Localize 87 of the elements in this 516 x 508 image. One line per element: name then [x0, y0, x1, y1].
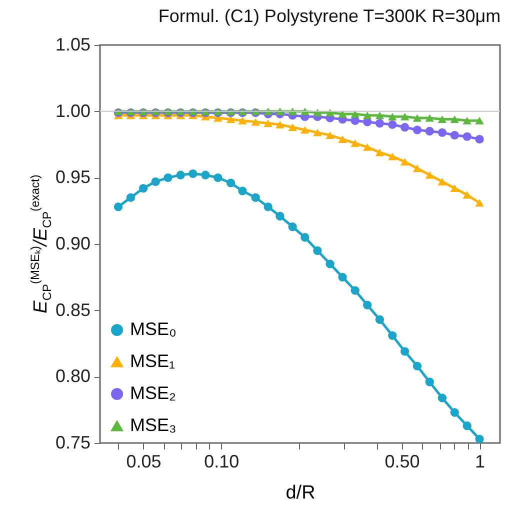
- point: [138, 184, 148, 193]
- point: [450, 184, 459, 192]
- point: [338, 135, 347, 143]
- point: [475, 199, 484, 207]
- point: [176, 170, 185, 180]
- point: [388, 112, 397, 120]
- y-tick-label: 0.95: [55, 167, 90, 188]
- point: [475, 434, 484, 444]
- y-tick-label: 1.00: [55, 100, 90, 121]
- point: [462, 132, 472, 141]
- point: [276, 212, 284, 220]
- point: [462, 421, 472, 430]
- point: [264, 202, 272, 212]
- chart-title: Formul. (C1) Polystyrene T=300K R=30μm: [158, 6, 501, 26]
- x-tick-label: 0.50: [384, 452, 420, 472]
- point: [400, 112, 410, 120]
- legend-label: MSE₃: [130, 415, 176, 435]
- y-tick-label: 0.75: [55, 432, 90, 452]
- point: [326, 131, 334, 139]
- point: [412, 126, 422, 134]
- x-tick-label: 1: [475, 452, 486, 472]
- point: [400, 347, 410, 356]
- point: [388, 331, 397, 340]
- x-axis-title: d/R: [286, 482, 316, 504]
- point: [126, 193, 136, 202]
- point: [425, 114, 434, 122]
- point: [400, 122, 410, 132]
- x-tick-label: 0.05: [126, 452, 162, 472]
- point: [350, 139, 360, 147]
- point: [375, 315, 384, 324]
- point: [438, 178, 447, 186]
- legend-label: MSE₂: [130, 383, 176, 403]
- point: [375, 118, 384, 128]
- point: [412, 164, 422, 172]
- point: [226, 178, 236, 188]
- point: [238, 186, 247, 196]
- point: [151, 177, 160, 186]
- point: [425, 171, 434, 179]
- point: [226, 116, 236, 124]
- point: [450, 116, 459, 124]
- point: [412, 114, 422, 122]
- y-tick-label: 0.80: [55, 366, 90, 386]
- point: [475, 116, 484, 124]
- point: [412, 362, 422, 370]
- point: [214, 173, 222, 182]
- point: [264, 120, 272, 128]
- legend-label: MSE₁: [130, 351, 176, 371]
- point: [350, 286, 360, 295]
- point: [450, 130, 459, 140]
- point: [425, 378, 434, 386]
- point: [450, 408, 459, 417]
- point: [438, 116, 447, 124]
- point: [363, 143, 372, 151]
- point: [375, 148, 384, 156]
- point: [288, 124, 297, 132]
- point: [338, 272, 347, 282]
- point: [300, 233, 310, 242]
- y-tick-label: 0.90: [55, 234, 90, 254]
- x-tick-label: 0.10: [204, 452, 240, 472]
- point: [251, 193, 260, 202]
- point: [238, 116, 247, 124]
- point: [375, 112, 384, 120]
- point: [251, 118, 260, 126]
- point: [475, 134, 484, 144]
- point: [313, 128, 322, 136]
- legend-label: MSE₀: [130, 319, 176, 339]
- point: [462, 116, 472, 124]
- point: [388, 152, 397, 160]
- point: [300, 126, 310, 134]
- point: [188, 169, 198, 178]
- point: [201, 170, 210, 180]
- y-tick-label: 1.05: [55, 34, 90, 54]
- point: [438, 128, 447, 137]
- point: [363, 300, 372, 310]
- point: [313, 246, 322, 255]
- point: [326, 260, 334, 268]
- point: [276, 120, 284, 128]
- point: [425, 126, 434, 136]
- point: [288, 222, 297, 232]
- point: [462, 191, 472, 199]
- point: [363, 112, 372, 120]
- point: [114, 202, 123, 212]
- point: [438, 394, 447, 402]
- point: [400, 158, 410, 166]
- point: [388, 120, 397, 129]
- point: [164, 173, 172, 182]
- y-tick-label: 0.85: [55, 300, 90, 320]
